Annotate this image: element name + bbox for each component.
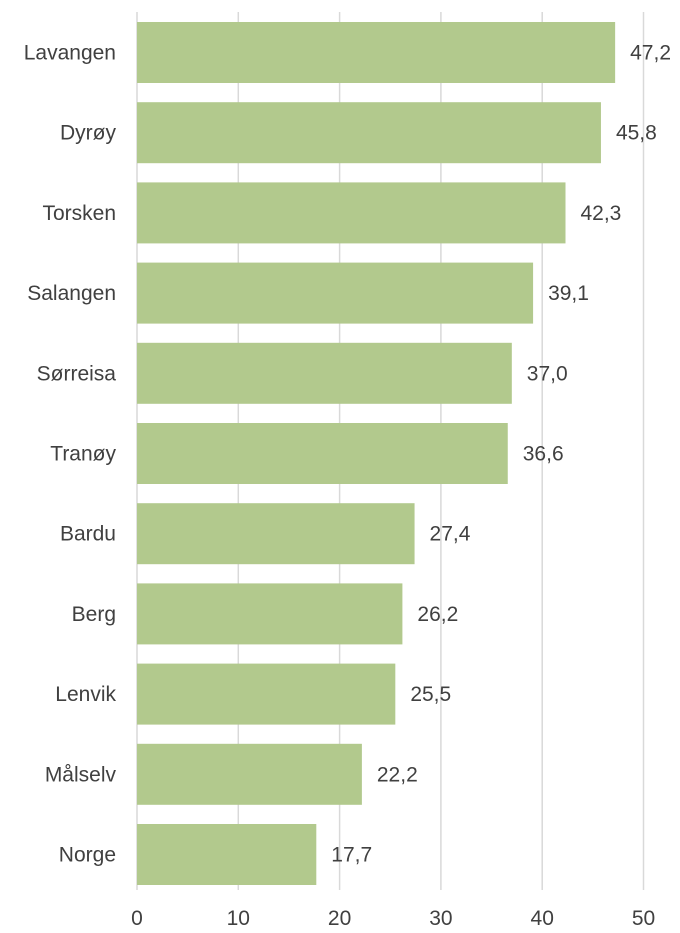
category-label: Dyrøy [60, 122, 116, 145]
bar-Norge [137, 824, 317, 885]
x-tick-label: 20 [328, 907, 351, 930]
category-label: Torsken [42, 202, 116, 225]
category-label: Lavangen [24, 42, 116, 65]
data-label: 27,4 [430, 523, 471, 546]
data-label: 42,3 [580, 202, 621, 225]
x-tick-label: 10 [227, 907, 250, 930]
bar-Berg [137, 583, 403, 645]
bar-Målselv [137, 743, 362, 805]
data-label: 37,0 [527, 362, 568, 385]
category-label: Berg [72, 603, 116, 626]
bar-Lavangen [137, 22, 616, 83]
bar-Lenvik [137, 663, 396, 725]
category-label: Lenvik [55, 683, 116, 706]
category-label: Salangen [27, 282, 116, 305]
x-tick-label: 30 [429, 907, 452, 930]
bar-Torsken [137, 182, 566, 244]
bar-Sørreisa [137, 342, 512, 404]
x-tick-label: 50 [632, 907, 655, 930]
bar-Salangen [137, 262, 534, 324]
category-labels: Lavangen Dyrøy Torsken Salangen Sørreisa Tran… [24, 42, 117, 867]
bar-Bardu [137, 503, 415, 565]
data-label: 25,5 [410, 683, 451, 706]
bars [137, 22, 616, 885]
category-label: Tranøy [50, 443, 116, 466]
data-label: 17,7 [331, 844, 372, 867]
data-label: 47,2 [630, 42, 671, 65]
x-tick-label: 40 [531, 907, 554, 930]
data-label: 39,1 [548, 282, 589, 305]
category-label: Bardu [60, 523, 116, 546]
bar-Tranøy [137, 423, 508, 484]
data-label: 26,2 [417, 603, 458, 626]
data-label: 36,6 [523, 443, 564, 466]
bar-Dyrøy [137, 102, 601, 164]
x-axis-tick-labels: 0 10 20 30 40 50 [131, 907, 655, 930]
category-label: Sørreisa [37, 362, 117, 385]
data-label: 22,2 [377, 763, 418, 786]
category-label: Målselv [45, 763, 117, 786]
value-labels: 47,2 45,8 42,3 39,1 37,0 36,6 27,4 26,2 25,5 22,2… [331, 42, 671, 867]
x-tick-label: 0 [131, 907, 143, 930]
data-label: 45,8 [616, 122, 657, 145]
category-label: Norge [59, 844, 116, 867]
